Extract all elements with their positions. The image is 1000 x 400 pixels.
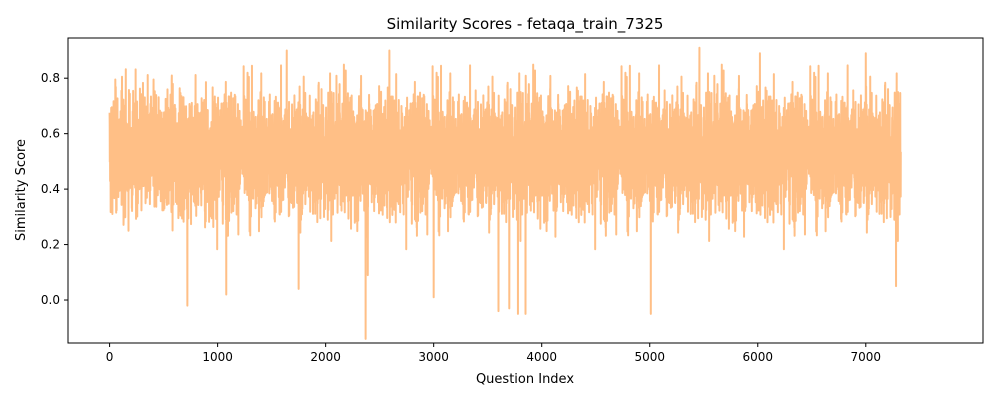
x-tick-label: 7000	[851, 350, 882, 364]
x-axis: 0 1000 2000 3000 4000 5000 6000 7000	[106, 343, 881, 364]
y-tick-label: 0.2	[41, 238, 60, 252]
y-axis-title: Similarity Score	[14, 139, 29, 241]
y-tick-label: 0.8	[41, 71, 60, 85]
y-axis: 0.0 0.2 0.4 0.6 0.8	[41, 71, 68, 307]
x-tick-label: 2000	[310, 350, 341, 364]
chart-title: Similarity Scores - fetaqa_train_7325	[387, 15, 664, 34]
x-axis-title: Question Index	[476, 372, 574, 387]
x-tick-label: 4000	[526, 350, 557, 364]
x-tick-label: 3000	[418, 350, 449, 364]
y-tick-label: 0.0	[41, 293, 60, 307]
x-tick-label: 0	[106, 350, 114, 364]
x-tick-label: 5000	[634, 350, 665, 364]
series-line	[108, 46, 902, 340]
series-layer	[108, 46, 902, 340]
plot-frame	[67, 37, 984, 344]
y-tick-label: 0.4	[41, 182, 60, 196]
y-tick-label: 0.6	[41, 127, 60, 141]
x-tick-label: 6000	[742, 350, 773, 364]
x-tick-label: 1000	[202, 350, 233, 364]
